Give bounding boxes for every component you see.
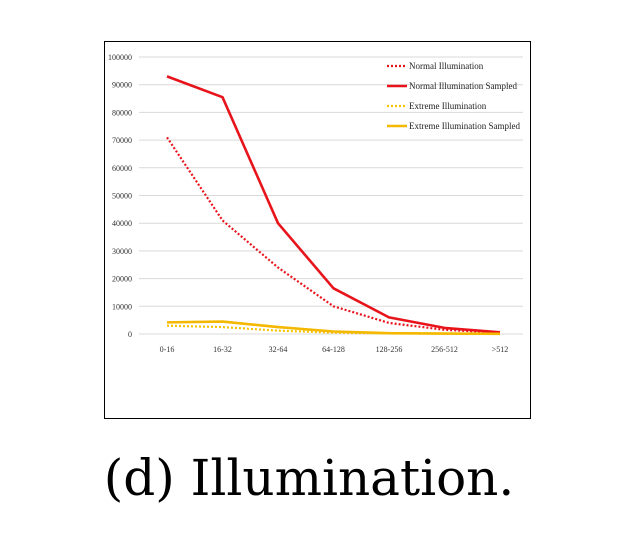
- x-tick-label: 0-16: [160, 345, 175, 354]
- figure-caption: (d) Illumination.: [103, 449, 515, 507]
- x-tick-label: 256-512: [431, 345, 458, 354]
- series-line-1: [166, 136, 501, 334]
- y-tick-label: 100000: [108, 53, 132, 62]
- legend-label: Normal Illumination: [409, 61, 484, 71]
- legend-label: Normal Illumination Sampled: [409, 81, 517, 91]
- gridlines: [139, 56, 523, 335]
- y-tick-label: 20000: [112, 275, 132, 284]
- x-axis-ticks: 0-16 16-32 32-64 64-128 128-256 256-512 >512: [160, 345, 509, 354]
- y-tick-label: 10000: [112, 302, 132, 311]
- y-tick-label: 0: [128, 330, 132, 339]
- y-tick-label: 90000: [112, 81, 132, 90]
- legend-label: Extreme Illumination: [409, 101, 487, 111]
- x-tick-label: >512: [492, 345, 509, 354]
- series-line-4: [166, 320, 501, 336]
- x-tick-label: 64-128: [322, 345, 345, 354]
- line-chart: 0 10000 20000 30000 40000 50000 60000 70000 8000…: [108, 53, 523, 354]
- legend-label: Extreme Illumination Sampled: [409, 121, 520, 131]
- y-axis-ticks: 0 10000 20000 30000 40000 50000 60000 70000 8000…: [108, 53, 132, 339]
- y-tick-label: 60000: [112, 164, 132, 173]
- y-tick-label: 40000: [112, 219, 132, 228]
- x-tick-label: 16-32: [213, 345, 232, 354]
- y-tick-label: 30000: [112, 247, 132, 256]
- legend: Normal Illumination Normal Illumination S…: [387, 61, 520, 131]
- y-tick-label: 70000: [112, 136, 132, 145]
- x-tick-label: 128-256: [376, 345, 403, 354]
- y-tick-label: 80000: [112, 108, 132, 117]
- series-lines: [166, 75, 501, 336]
- y-tick-label: 50000: [112, 192, 132, 201]
- x-tick-label: 32-64: [269, 345, 288, 354]
- series-line-2: [166, 75, 501, 334]
- chart-frame: 0 10000 20000 30000 40000 50000 60000 70000 8000…: [104, 41, 531, 419]
